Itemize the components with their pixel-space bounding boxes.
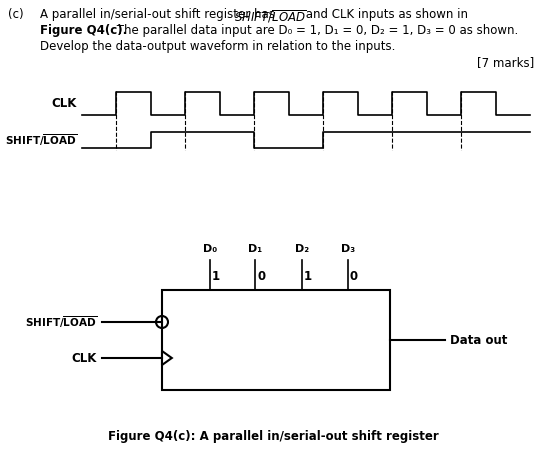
Text: $\mathbf{SHIFT/\overline{LOAD}}$: $\mathbf{SHIFT/\overline{LOAD}}$ [25,314,97,330]
Text: [7 marks]: [7 marks] [477,56,534,69]
Text: CLK: CLK [72,351,97,364]
Text: Figure Q4(c): A parallel in/serial-out shift register: Figure Q4(c): A parallel in/serial-out s… [108,430,438,443]
Text: 0: 0 [350,270,358,282]
Text: 1: 1 [212,270,220,282]
Text: (c): (c) [8,8,24,21]
Text: $\mathit{SHIFT/\overline{LOAD}}$: $\mathit{SHIFT/\overline{LOAD}}$ [234,8,306,25]
Text: D₁: D₁ [248,244,262,254]
Text: and CLK inputs as shown in: and CLK inputs as shown in [302,8,468,21]
Text: 0: 0 [257,270,265,282]
Text: D₃: D₃ [341,244,355,254]
Text: CLK: CLK [51,97,77,110]
Bar [162,290,390,390]
Text: Data out: Data out [450,333,508,346]
Text: $\mathbf{SHIFT/\overline{LOAD}}$: $\mathbf{SHIFT/\overline{LOAD}}$ [5,132,77,148]
Text: D₀: D₀ [203,244,217,254]
Polygon shape [162,351,172,365]
Text: 1: 1 [304,270,312,282]
Text: D₂: D₂ [295,244,309,254]
Text: Figure Q4(c).: Figure Q4(c). [40,24,127,37]
Text: Develop the data-output waveform in relation to the inputs.: Develop the data-output waveform in rela… [40,40,395,53]
Text: The parallel data input are D₀ = 1, D₁ = 0, D₂ = 1, D₃ = 0 as shown.: The parallel data input are D₀ = 1, D₁ =… [113,24,518,37]
Text: A parallel in/serial-out shift register has: A parallel in/serial-out shift register … [40,8,278,21]
